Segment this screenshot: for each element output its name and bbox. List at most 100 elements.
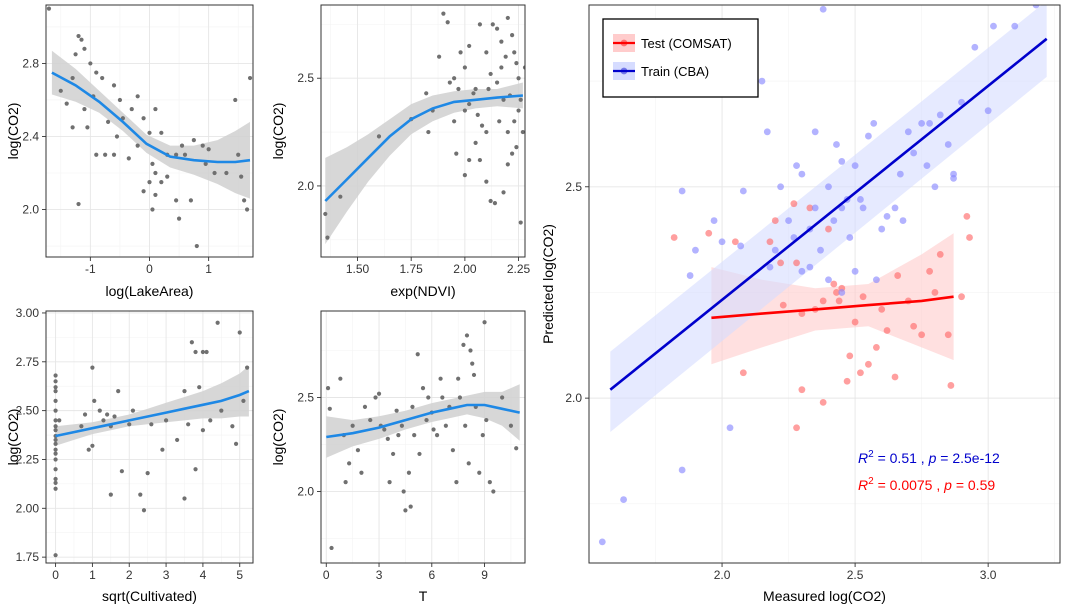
p-value: = 0.59 — [952, 477, 995, 493]
data-point — [458, 50, 463, 55]
data-point — [182, 152, 188, 157]
y-tick-label: 2.25 — [16, 452, 40, 466]
x-tick-label: 2.25 — [507, 262, 531, 276]
data-point — [112, 414, 117, 419]
data-point — [53, 457, 58, 462]
data-point — [396, 433, 401, 438]
data-point — [434, 433, 440, 438]
data-point — [811, 128, 819, 136]
data-point — [94, 70, 99, 75]
data-point — [92, 398, 97, 403]
y-tick-label: 2.75 — [16, 355, 40, 369]
data-point — [785, 217, 792, 224]
data-point — [103, 152, 108, 157]
data-point — [484, 129, 489, 135]
data-point — [477, 470, 482, 475]
data-point — [857, 369, 864, 377]
data-point — [438, 376, 443, 381]
data-point — [492, 201, 498, 206]
x-tick-label: 2.00 — [453, 262, 477, 276]
data-point — [82, 106, 87, 112]
panel-border — [320, 4, 526, 258]
data-point — [208, 418, 213, 423]
data-point — [194, 243, 199, 249]
data-point — [467, 101, 472, 107]
panel-border — [45, 310, 254, 564]
data-point — [766, 263, 774, 271]
data-point — [830, 280, 838, 288]
data-point — [851, 267, 859, 275]
data-point — [457, 395, 463, 400]
data-point — [176, 216, 182, 221]
data-point — [200, 428, 206, 433]
data-point — [230, 424, 235, 429]
data-point — [484, 50, 489, 55]
r-value: = 0.51 , — [874, 450, 929, 466]
data-point — [739, 187, 747, 195]
data-point — [872, 276, 880, 284]
data-point — [182, 388, 187, 394]
data-point — [454, 151, 459, 156]
data-point — [327, 406, 332, 411]
data-point — [79, 37, 84, 42]
data-point — [424, 91, 429, 96]
data-point — [726, 424, 734, 432]
data-point — [514, 446, 519, 451]
data-point — [510, 151, 515, 156]
data-point — [990, 22, 997, 30]
data-point — [471, 91, 476, 96]
data-point — [910, 322, 918, 330]
data-point — [452, 76, 457, 81]
data-point — [147, 130, 152, 135]
data-point — [90, 443, 95, 448]
data-point — [944, 331, 952, 339]
y-tick-label: 2.0 — [297, 485, 314, 499]
data-point — [918, 119, 926, 127]
data-point — [53, 424, 58, 429]
data-point — [494, 26, 500, 31]
data-point — [53, 476, 58, 482]
data-point — [464, 333, 470, 338]
data-point — [114, 134, 120, 139]
data-point — [891, 373, 899, 381]
data-point — [82, 46, 87, 51]
data-point — [437, 54, 442, 59]
data-point — [910, 149, 918, 157]
data-point — [100, 75, 105, 81]
data-point — [204, 349, 209, 355]
data-point — [215, 320, 220, 325]
data-point — [441, 11, 446, 16]
data-point — [325, 386, 331, 391]
x-tick-label: 0 — [323, 568, 330, 582]
data-point — [73, 52, 78, 57]
data-point — [833, 141, 840, 148]
panel-ndvi: 1.50 1.75 2.00 2.25 2.0 2.5 exp(NDVI) log(CO2) — [270, 4, 531, 299]
data-point — [896, 170, 904, 178]
x-tick-label: 0 — [52, 568, 59, 582]
x-tick-label: 2.5 — [847, 568, 864, 582]
y-axis-label: log(CO2) — [270, 103, 286, 160]
data-point — [899, 217, 907, 224]
data-point — [64, 101, 69, 106]
data-point — [497, 119, 502, 124]
plot-area — [325, 320, 520, 551]
data-point — [963, 212, 971, 220]
p-symbol: p — [928, 450, 937, 466]
data-point — [512, 50, 517, 55]
data-point — [598, 538, 606, 546]
data-point — [522, 65, 525, 70]
data-point — [141, 116, 146, 121]
data-point — [520, 129, 525, 135]
data-point — [200, 143, 205, 148]
plot-area — [323, 11, 525, 245]
data-point — [85, 125, 90, 130]
data-point — [798, 267, 806, 275]
data-point — [467, 43, 472, 49]
data-point — [129, 106, 134, 112]
data-point — [865, 360, 872, 368]
data-point — [188, 198, 193, 203]
data-point — [508, 423, 514, 428]
data-point — [325, 235, 330, 240]
data-point — [147, 180, 152, 185]
data-point — [475, 112, 480, 117]
